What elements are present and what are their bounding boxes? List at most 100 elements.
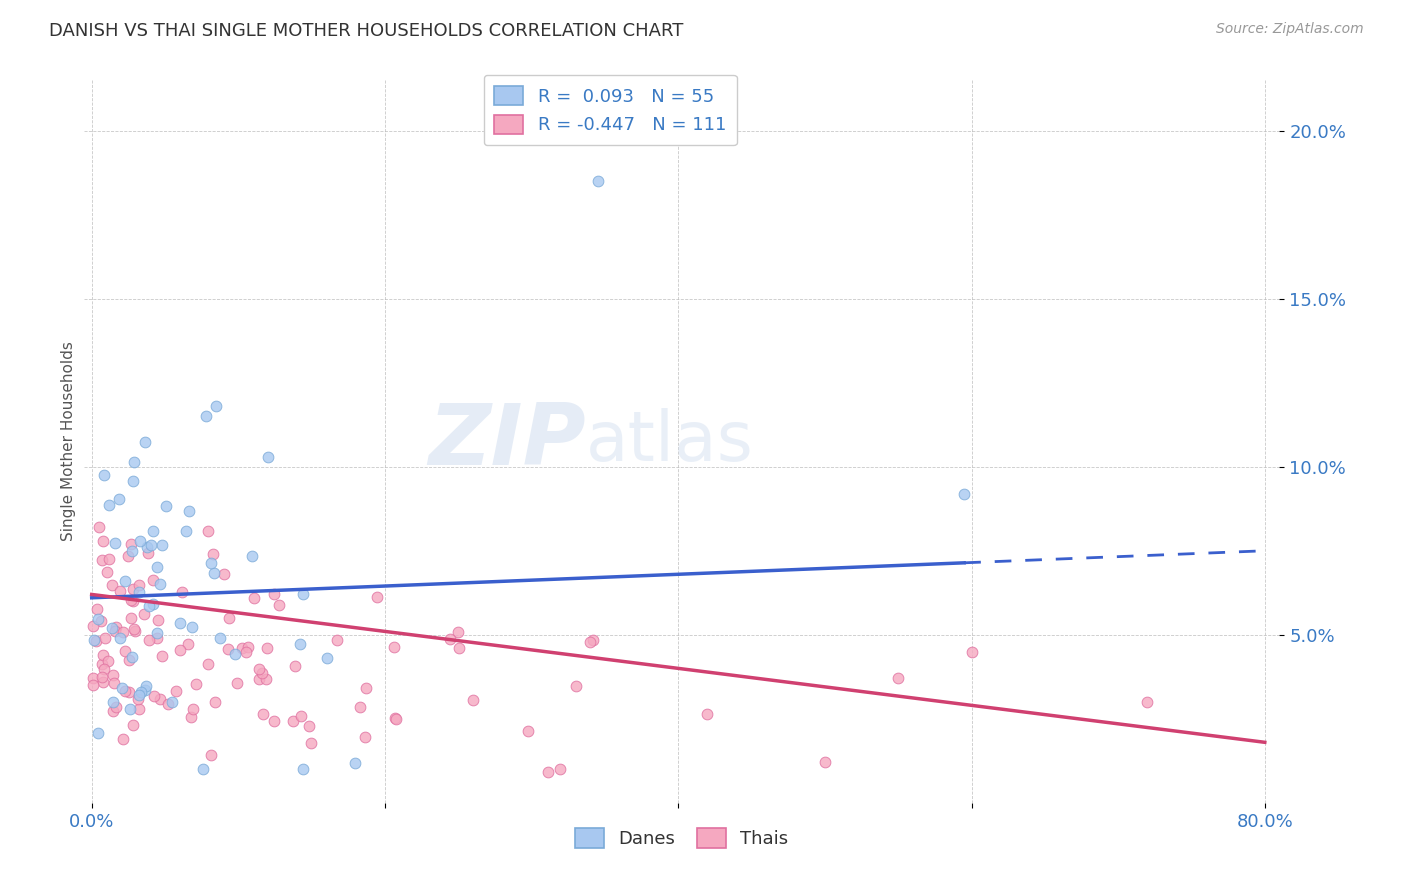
Point bbox=[83, 632, 105, 647]
Point bbox=[204, 695, 226, 709]
Point bbox=[104, 624, 127, 639]
Point bbox=[97, 655, 120, 669]
Point bbox=[120, 610, 142, 624]
Point bbox=[82, 672, 104, 686]
Point bbox=[127, 692, 149, 706]
Point bbox=[564, 679, 586, 693]
Point bbox=[202, 547, 225, 561]
Point bbox=[366, 591, 388, 605]
Point bbox=[97, 552, 120, 566]
Point bbox=[146, 626, 169, 640]
Point bbox=[121, 582, 143, 597]
Point bbox=[284, 659, 307, 673]
Point bbox=[162, 695, 184, 709]
Point bbox=[87, 520, 110, 534]
Point bbox=[128, 702, 150, 716]
Point bbox=[299, 736, 322, 750]
Point bbox=[87, 725, 110, 739]
Point bbox=[197, 524, 219, 539]
Point bbox=[1136, 695, 1159, 709]
Point bbox=[170, 584, 193, 599]
Point bbox=[122, 455, 145, 469]
Point bbox=[174, 524, 197, 538]
Point bbox=[205, 399, 228, 413]
Point bbox=[696, 707, 718, 722]
Point bbox=[103, 704, 125, 718]
Point bbox=[90, 657, 112, 672]
Point bbox=[290, 708, 312, 723]
Point bbox=[202, 566, 225, 581]
Point bbox=[353, 730, 375, 744]
Point bbox=[582, 633, 605, 648]
Point bbox=[887, 672, 910, 686]
Point bbox=[108, 491, 131, 506]
Point bbox=[449, 640, 471, 655]
Point bbox=[139, 538, 162, 552]
Point bbox=[91, 675, 114, 690]
Point bbox=[103, 676, 125, 690]
Point bbox=[209, 631, 232, 645]
Point bbox=[136, 546, 159, 560]
Point bbox=[165, 684, 187, 698]
Point bbox=[180, 709, 202, 723]
Point bbox=[86, 634, 108, 648]
Text: Source: ZipAtlas.com: Source: ZipAtlas.com bbox=[1216, 22, 1364, 37]
Point bbox=[118, 702, 141, 716]
Point bbox=[93, 533, 115, 548]
Point bbox=[240, 549, 263, 563]
Point bbox=[112, 732, 135, 747]
Point bbox=[180, 619, 202, 633]
Point bbox=[132, 607, 155, 622]
Point bbox=[104, 536, 127, 550]
Point bbox=[86, 612, 108, 626]
Point bbox=[120, 592, 142, 607]
Point bbox=[105, 699, 128, 714]
Text: ZIP: ZIP bbox=[429, 400, 586, 483]
Point bbox=[114, 574, 136, 588]
Point bbox=[128, 688, 150, 702]
Point bbox=[463, 693, 485, 707]
Point bbox=[578, 634, 600, 648]
Point bbox=[256, 450, 278, 464]
Point bbox=[226, 675, 249, 690]
Point bbox=[150, 648, 173, 663]
Point bbox=[292, 587, 315, 601]
Point bbox=[138, 599, 160, 613]
Point bbox=[118, 685, 141, 699]
Point bbox=[218, 611, 240, 625]
Point bbox=[86, 602, 108, 616]
Point bbox=[439, 632, 461, 647]
Point bbox=[200, 748, 222, 763]
Point bbox=[384, 711, 406, 725]
Point bbox=[111, 624, 134, 639]
Point bbox=[184, 677, 207, 691]
Point bbox=[82, 619, 104, 633]
Legend: Danes, Thais: Danes, Thais bbox=[568, 821, 796, 855]
Point bbox=[128, 578, 150, 592]
Point bbox=[110, 681, 132, 696]
Point bbox=[142, 574, 165, 588]
Point bbox=[117, 549, 139, 564]
Point bbox=[326, 632, 349, 647]
Point bbox=[114, 683, 136, 698]
Point bbox=[298, 719, 321, 733]
Point bbox=[231, 640, 253, 655]
Point bbox=[138, 633, 160, 648]
Point bbox=[263, 714, 285, 728]
Point bbox=[118, 653, 141, 667]
Point bbox=[256, 640, 278, 655]
Point bbox=[94, 631, 117, 645]
Point bbox=[143, 690, 166, 704]
Point bbox=[134, 434, 156, 449]
Point bbox=[263, 587, 285, 601]
Point bbox=[254, 672, 277, 686]
Point bbox=[136, 541, 159, 555]
Point bbox=[101, 578, 124, 592]
Point bbox=[156, 697, 179, 711]
Point bbox=[129, 533, 152, 548]
Point bbox=[101, 695, 124, 709]
Point bbox=[145, 632, 167, 646]
Point bbox=[382, 640, 405, 654]
Point bbox=[121, 649, 143, 664]
Point bbox=[169, 616, 191, 631]
